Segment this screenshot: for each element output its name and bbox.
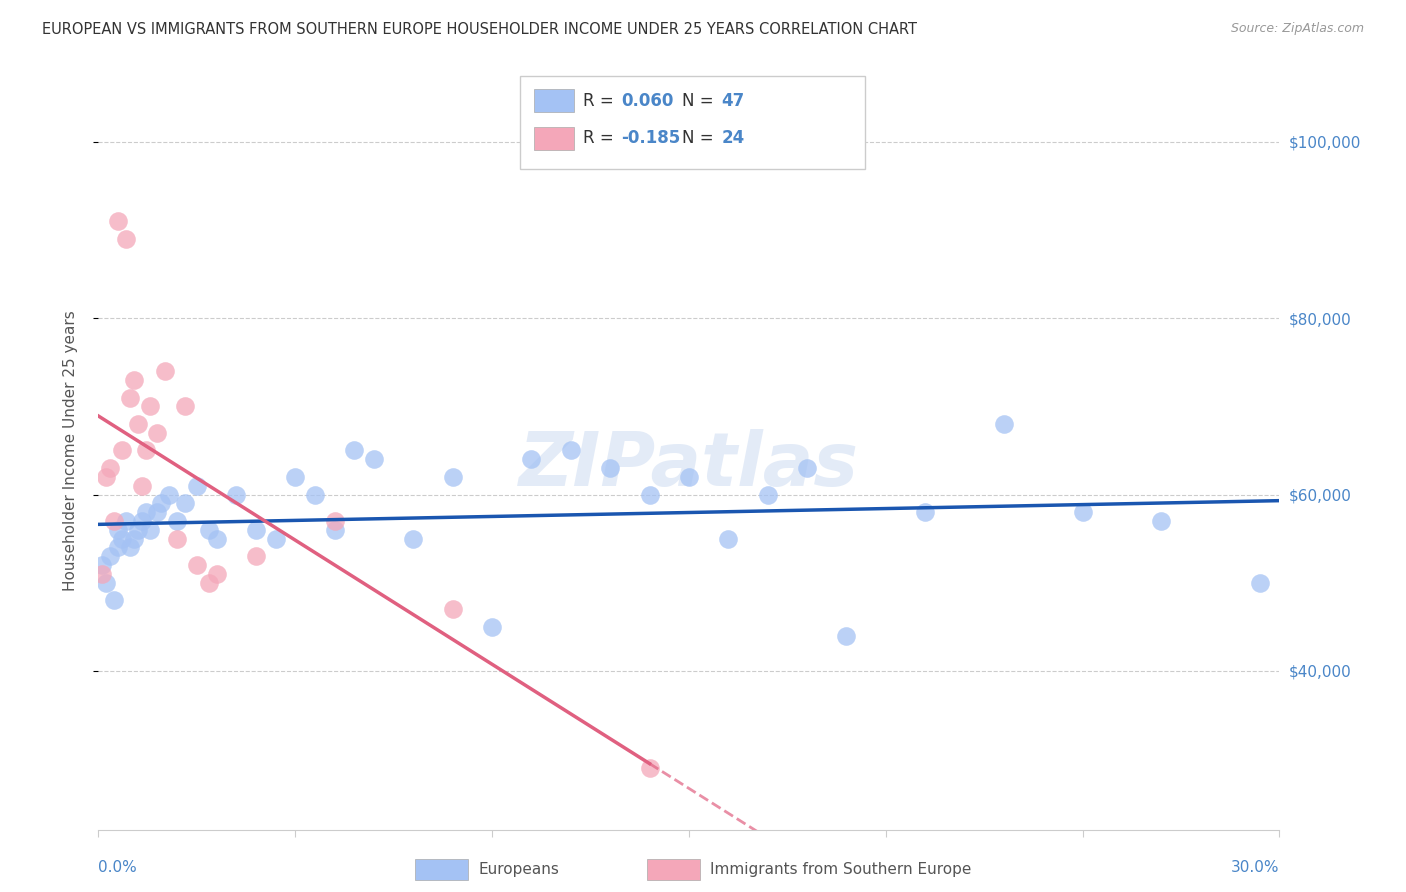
- Point: [122, 532, 145, 546]
- Point: [1071, 505, 1094, 519]
- Text: -0.185: -0.185: [621, 129, 681, 147]
- Point: [1249, 575, 1271, 590]
- Point: [717, 532, 740, 546]
- Point: [186, 558, 208, 572]
- Text: ZIPatlas: ZIPatlas: [519, 429, 859, 502]
- Point: [441, 602, 464, 616]
- Point: [343, 443, 366, 458]
- Point: [205, 532, 228, 546]
- Point: [157, 487, 180, 501]
- Point: [186, 479, 208, 493]
- Point: [107, 214, 129, 228]
- Point: [402, 532, 425, 546]
- Point: [91, 566, 114, 581]
- Text: N =: N =: [682, 129, 718, 147]
- Point: [678, 470, 700, 484]
- Point: [264, 532, 287, 546]
- Point: [166, 514, 188, 528]
- Point: [560, 443, 582, 458]
- Point: [103, 593, 125, 607]
- Point: [127, 523, 149, 537]
- Point: [174, 496, 197, 510]
- Point: [796, 461, 818, 475]
- Point: [914, 505, 936, 519]
- Point: [150, 496, 173, 510]
- Point: [103, 514, 125, 528]
- Point: [131, 479, 153, 493]
- Point: [323, 514, 346, 528]
- Point: [118, 391, 141, 405]
- Point: [638, 761, 661, 775]
- Point: [138, 523, 160, 537]
- Point: [146, 505, 169, 519]
- Point: [993, 417, 1015, 431]
- Point: [111, 443, 134, 458]
- Point: [284, 470, 307, 484]
- Point: [481, 620, 503, 634]
- Point: [107, 523, 129, 537]
- Point: [91, 558, 114, 572]
- Point: [197, 575, 219, 590]
- Point: [520, 452, 543, 467]
- Text: Europeans: Europeans: [478, 863, 560, 877]
- Text: Immigrants from Southern Europe: Immigrants from Southern Europe: [710, 863, 972, 877]
- Point: [1150, 514, 1173, 528]
- Point: [98, 461, 121, 475]
- Text: R =: R =: [583, 129, 620, 147]
- Point: [122, 373, 145, 387]
- Point: [146, 425, 169, 440]
- Point: [135, 443, 157, 458]
- Text: 47: 47: [721, 92, 745, 110]
- Point: [166, 532, 188, 546]
- Point: [835, 629, 858, 643]
- Y-axis label: Householder Income Under 25 years: Householder Income Under 25 years: [63, 310, 77, 591]
- Point: [599, 461, 621, 475]
- Point: [96, 575, 118, 590]
- Point: [756, 487, 779, 501]
- Text: N =: N =: [682, 92, 718, 110]
- Text: R =: R =: [583, 92, 620, 110]
- Text: 30.0%: 30.0%: [1232, 860, 1279, 875]
- Point: [197, 523, 219, 537]
- Point: [115, 232, 138, 246]
- Text: EUROPEAN VS IMMIGRANTS FROM SOUTHERN EUROPE HOUSEHOLDER INCOME UNDER 25 YEARS CO: EUROPEAN VS IMMIGRANTS FROM SOUTHERN EUR…: [42, 22, 917, 37]
- Point: [245, 549, 267, 564]
- Point: [245, 523, 267, 537]
- Point: [205, 566, 228, 581]
- Point: [111, 532, 134, 546]
- Point: [135, 505, 157, 519]
- Point: [441, 470, 464, 484]
- Point: [138, 400, 160, 414]
- Point: [155, 364, 177, 378]
- Text: 0.060: 0.060: [621, 92, 673, 110]
- Point: [304, 487, 326, 501]
- Text: 24: 24: [721, 129, 745, 147]
- Point: [363, 452, 385, 467]
- Point: [118, 541, 141, 555]
- Text: 0.0%: 0.0%: [98, 860, 138, 875]
- Point: [225, 487, 247, 501]
- Point: [115, 514, 138, 528]
- Point: [107, 541, 129, 555]
- Text: Source: ZipAtlas.com: Source: ZipAtlas.com: [1230, 22, 1364, 36]
- Point: [131, 514, 153, 528]
- Point: [98, 549, 121, 564]
- Point: [638, 487, 661, 501]
- Point: [323, 523, 346, 537]
- Point: [174, 400, 197, 414]
- Point: [96, 470, 118, 484]
- Point: [127, 417, 149, 431]
